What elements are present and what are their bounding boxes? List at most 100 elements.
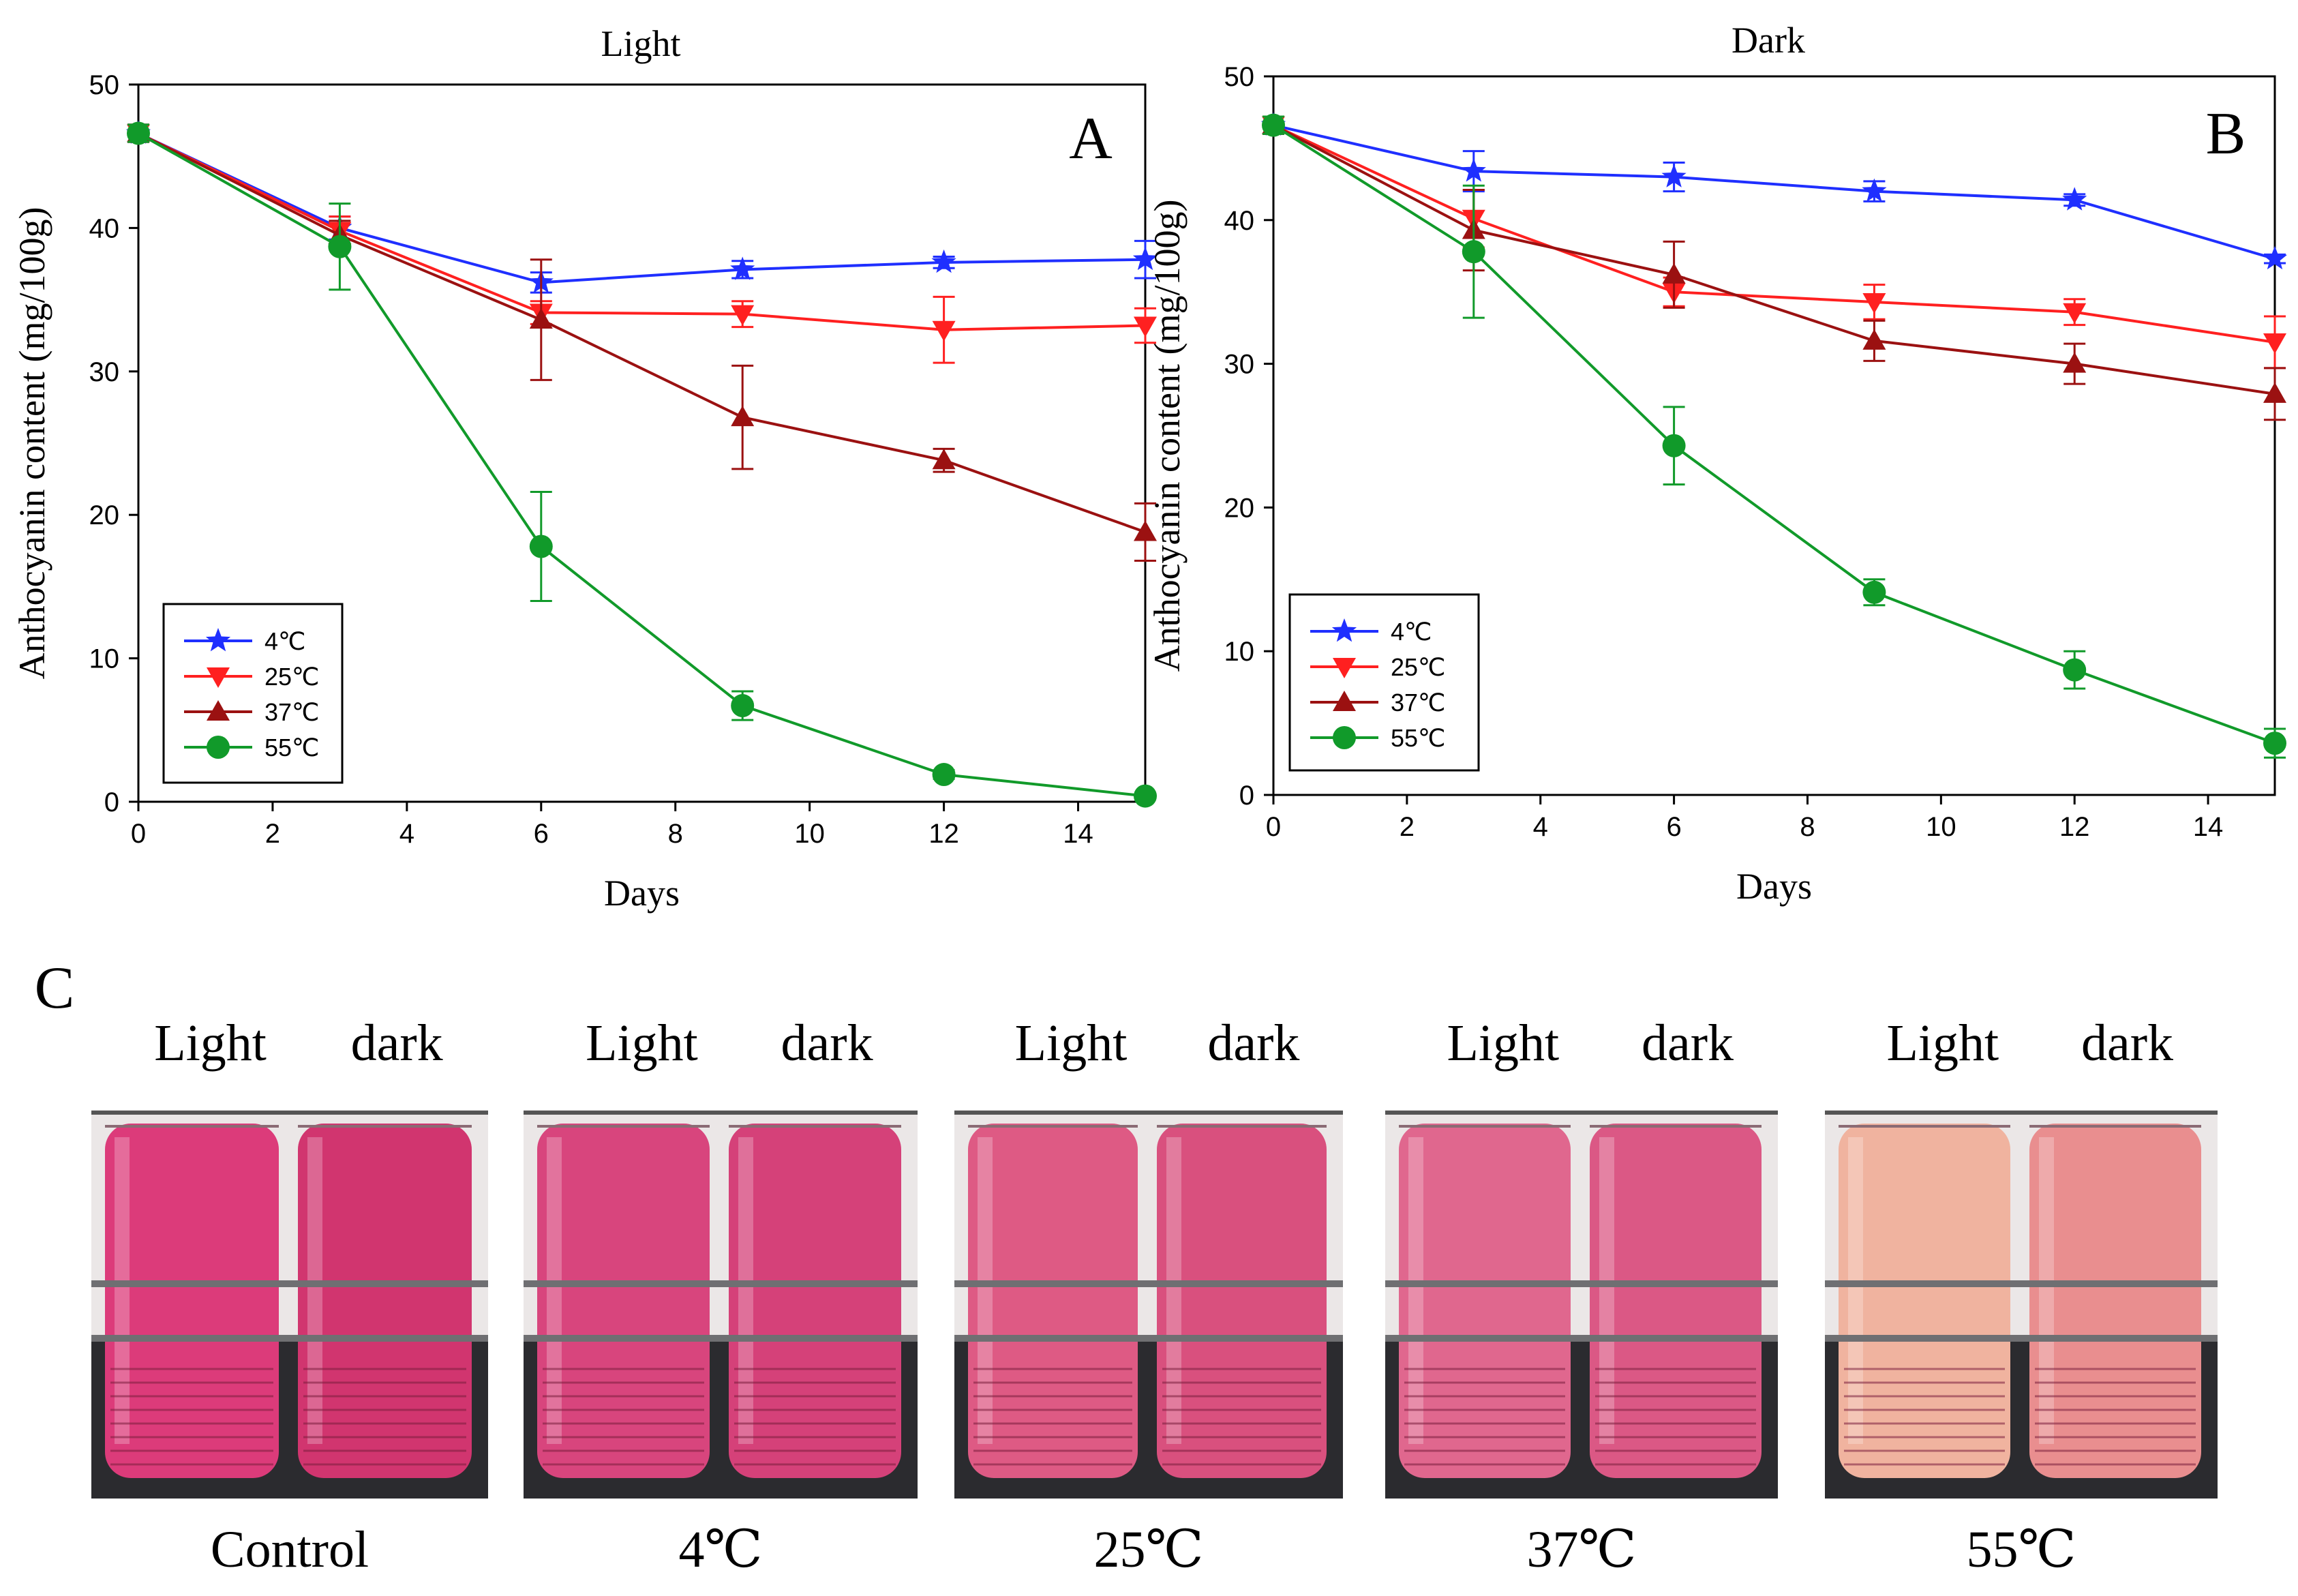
- series-25℃: [127, 125, 1157, 363]
- x-tick-label: 12: [2059, 812, 2090, 842]
- y-tick-label: 20: [89, 500, 120, 530]
- data-point: [1862, 581, 1886, 604]
- x-tick-label: 4: [399, 819, 414, 849]
- label-light: Light: [1886, 1014, 1999, 1072]
- rack-bar: [1825, 1280, 2218, 1287]
- legend-label: 55℃: [264, 734, 319, 762]
- y-tick-label: 50: [89, 70, 120, 100]
- group-label: Control: [211, 1521, 369, 1578]
- y-tick-label: 30: [89, 357, 120, 387]
- data-point: [1663, 434, 1686, 457]
- x-tick-label: 2: [1400, 812, 1415, 842]
- tube-highlight: [2039, 1137, 2054, 1444]
- tube-dark: [729, 1124, 901, 1478]
- y-tick-label: 0: [104, 787, 119, 817]
- rack-bar: [91, 1335, 488, 1342]
- x-tick-label: 6: [534, 819, 549, 849]
- data-point: [731, 694, 754, 717]
- data-point: [933, 321, 956, 342]
- rack-bar: [524, 1335, 918, 1342]
- rack-bar: [524, 1280, 918, 1287]
- label-light: Light: [154, 1014, 267, 1072]
- label-dark: dark: [2081, 1014, 2173, 1072]
- data-point: [127, 122, 150, 145]
- legend-label: 55℃: [1391, 724, 1445, 752]
- x-tick-label: 8: [668, 819, 683, 849]
- panel-letter-c: C: [35, 955, 75, 1021]
- y-axis-label: Anthocyanin content (mg/100g): [1147, 200, 1188, 672]
- legend-label: 25℃: [1391, 653, 1445, 681]
- tube-light: [1839, 1124, 2010, 1478]
- tube-highlight: [547, 1137, 562, 1444]
- y-tick-label: 40: [89, 213, 120, 243]
- panel-letter-b: B: [2206, 101, 2246, 167]
- tube-dark: [298, 1124, 472, 1478]
- label-dark: dark: [781, 1014, 873, 1072]
- rack-bar: [954, 1335, 1343, 1342]
- y-tick-label: 50: [1224, 62, 1255, 92]
- label-light: Light: [586, 1014, 698, 1072]
- tube-highlight: [1848, 1137, 1863, 1444]
- y-tick-label: 40: [1224, 206, 1255, 236]
- y-tick-label: 20: [1224, 493, 1255, 523]
- chart-title: Dark: [1732, 20, 1805, 61]
- data-point: [1462, 240, 1485, 263]
- legend-marker: [1333, 726, 1356, 749]
- y-tick-label: 10: [1224, 637, 1255, 667]
- chart-panel-b: 0 2 4 6 8 10 12 1401020304050DarkDaysAnthocyani…: [1147, 20, 2287, 907]
- x-tick-label: 14: [1063, 819, 1093, 849]
- tube-group: Light dark 55℃: [1825, 1014, 2218, 1578]
- legend-label: 37℃: [264, 698, 319, 726]
- x-tick-label: 10: [794, 819, 825, 849]
- tube-highlight: [1408, 1137, 1423, 1444]
- data-point: [1262, 114, 1285, 137]
- label-light: Light: [1015, 1014, 1128, 1072]
- photo-panel-c: C Light dark Control Light dark 4℃ Light dark 25℃…: [35, 955, 2218, 1578]
- panel-letter-a: A: [1069, 106, 1113, 172]
- data-point: [2063, 659, 2086, 682]
- legend-label: 37℃: [1391, 689, 1445, 717]
- legend-marker: [207, 736, 230, 759]
- series-37℃: [127, 122, 1157, 561]
- label-light: Light: [1447, 1014, 1559, 1072]
- data-point: [933, 763, 956, 786]
- rack-bar: [1385, 1335, 1778, 1342]
- tube-group: Light dark Control: [91, 1014, 488, 1578]
- tube-light: [105, 1124, 279, 1478]
- group-label: 4℃: [678, 1521, 762, 1578]
- rack-bar: [1385, 1280, 1778, 1287]
- group-label: 55℃: [1966, 1521, 2076, 1578]
- figure: 0 2 4 6 8 10 12 1401020304050LightDaysAnthocyan…: [0, 0, 2298, 1596]
- legend-label: 4℃: [1391, 618, 1432, 646]
- legend: 4℃ 25℃ 37℃ 55℃: [164, 604, 342, 783]
- tube-highlight: [978, 1137, 993, 1444]
- data-point: [2062, 187, 2087, 210]
- x-axis-label: Days: [1736, 866, 1812, 907]
- rack-bar: [1825, 1335, 2218, 1342]
- data-point: [2263, 333, 2286, 354]
- series-line: [1273, 125, 2275, 342]
- tube-light: [968, 1124, 1138, 1478]
- y-axis-label: Anthocyanin content (mg/100g): [12, 207, 52, 680]
- x-tick-label: 2: [265, 819, 280, 849]
- x-tick-label: 10: [1926, 812, 1956, 842]
- tube-highlight: [1166, 1137, 1181, 1444]
- tube-dark: [2029, 1124, 2201, 1478]
- tube-highlight: [115, 1137, 130, 1444]
- y-tick-label: 10: [89, 644, 120, 674]
- data-point: [530, 534, 553, 558]
- tube-light: [1399, 1124, 1571, 1478]
- tube-dark: [1590, 1124, 1762, 1478]
- series-line: [1273, 125, 2275, 259]
- y-tick-label: 30: [1224, 350, 1255, 380]
- group-label: 37℃: [1526, 1521, 1636, 1578]
- data-point: [1134, 785, 1157, 808]
- data-point: [731, 406, 754, 426]
- data-point: [328, 235, 351, 258]
- tube-group: Light dark 37℃: [1385, 1014, 1778, 1578]
- legend-box: [1290, 594, 1479, 770]
- tube-highlight: [738, 1137, 753, 1444]
- x-tick-label: 4: [1533, 812, 1548, 842]
- x-tick-label: 8: [1800, 812, 1815, 842]
- legend: 4℃ 25℃ 37℃ 55℃: [1290, 594, 1479, 770]
